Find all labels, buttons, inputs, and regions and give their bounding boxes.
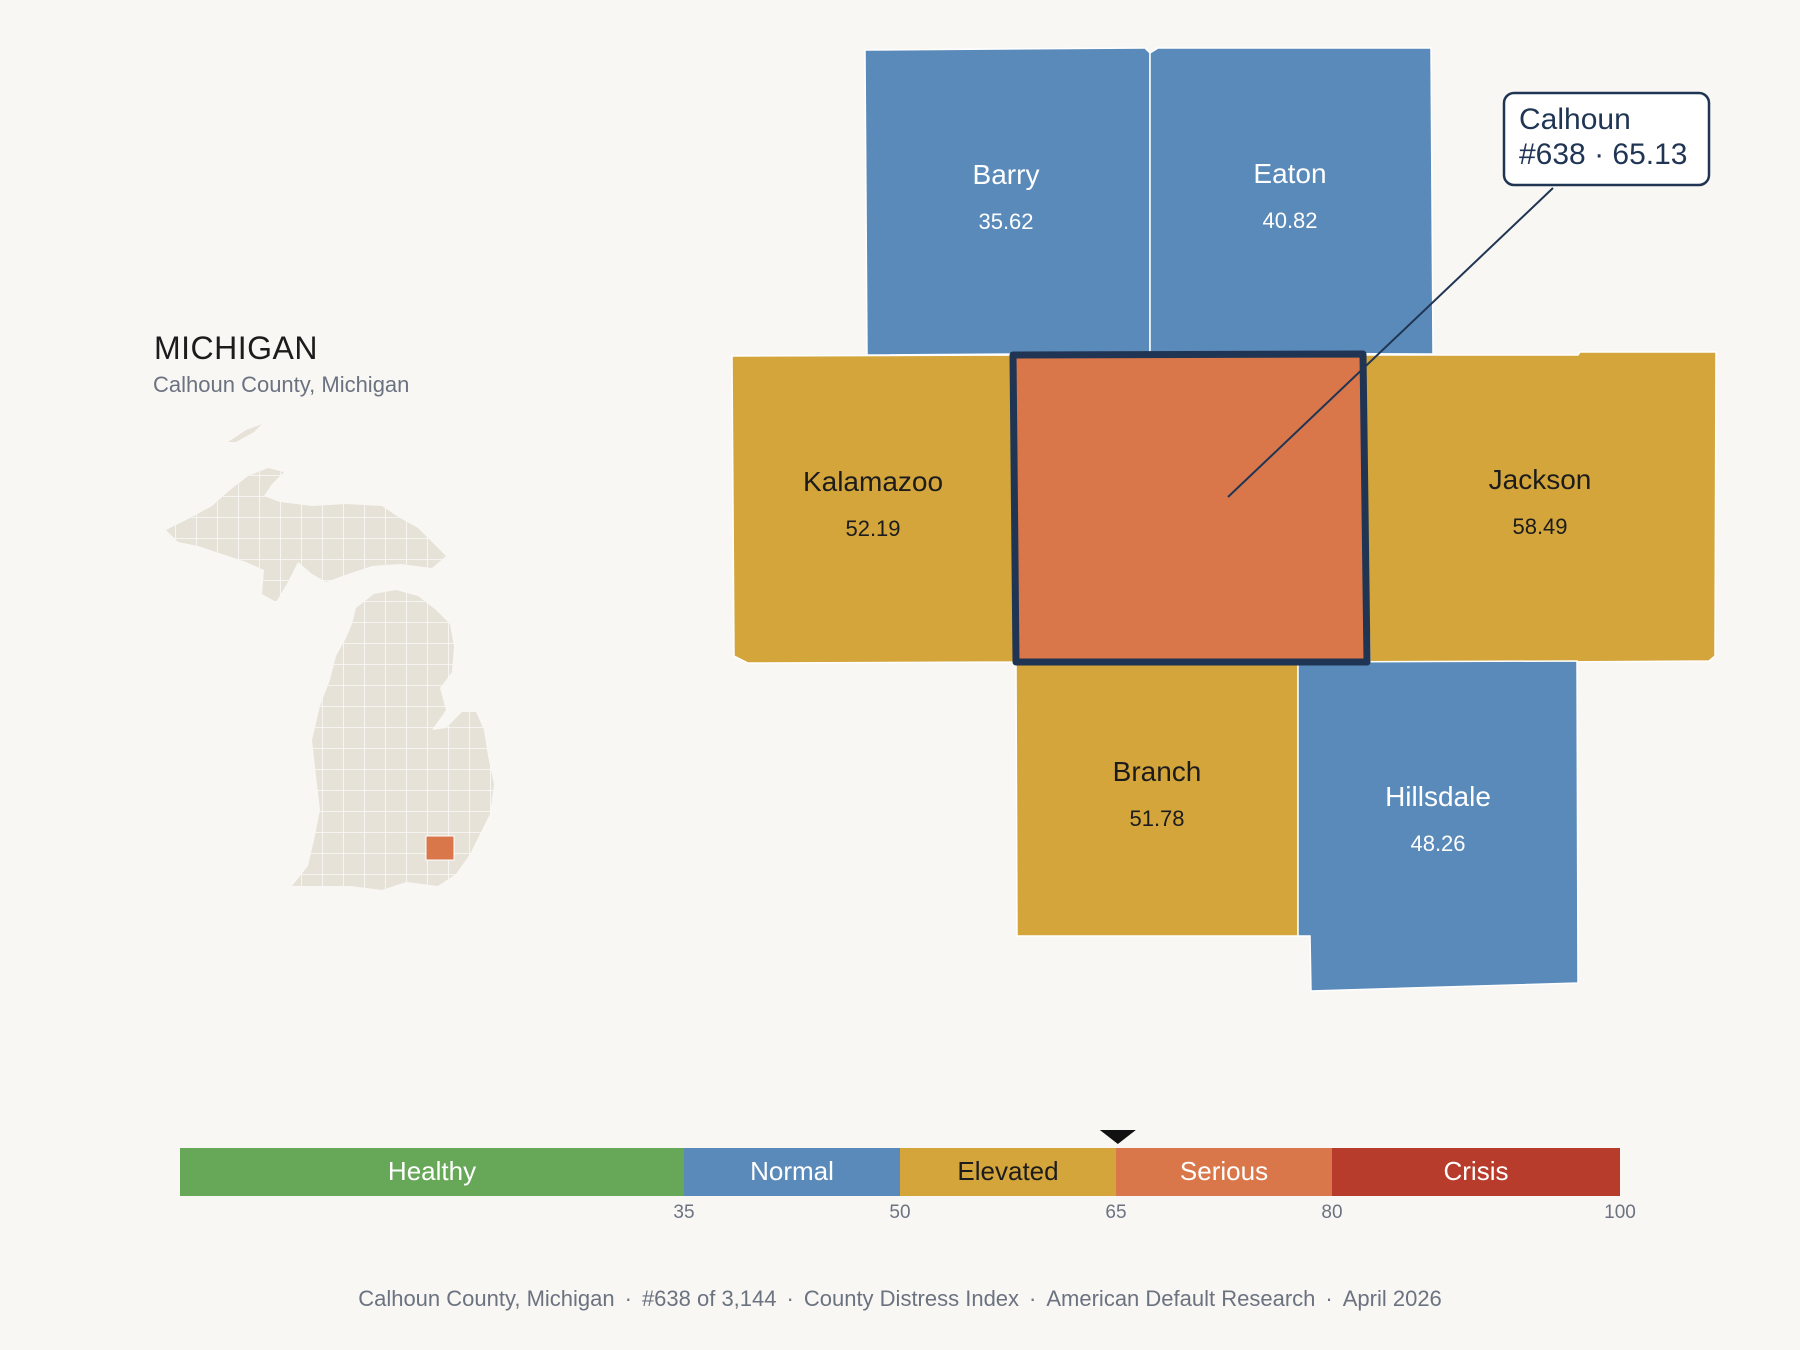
legend-label-crisis: Crisis	[1444, 1156, 1509, 1186]
callout-name: Calhoun	[1519, 103, 1631, 136]
county-jackson-name: Jackson	[1489, 464, 1592, 495]
county-branch-name: Branch	[1113, 756, 1202, 787]
county-eaton-name: Eaton	[1253, 158, 1326, 189]
locator-calhoun-highlight	[425, 835, 455, 861]
legend-label-normal: Normal	[750, 1156, 834, 1186]
county-branch[interactable]: Branch 51.78	[1015, 661, 1299, 937]
county-branch-score: 51.78	[1129, 806, 1184, 831]
county-subtitle: Calhoun County, Michigan	[153, 372, 410, 397]
callout-rank-score: #638 · 65.13	[1519, 138, 1687, 171]
county-kalamazoo[interactable]: Kalamazoo 52.19	[731, 354, 1017, 664]
county-kalamazoo-name: Kalamazoo	[803, 466, 943, 497]
footer-place: Calhoun County, Michigan	[358, 1286, 615, 1311]
footer-index: County Distress Index	[803, 1286, 1020, 1311]
footer-source: American Default Research	[1046, 1286, 1316, 1311]
county-eaton-score: 40.82	[1262, 208, 1317, 233]
county-hillsdale-name: Hillsdale	[1385, 781, 1491, 812]
legend-tick-50: 50	[889, 1202, 910, 1223]
legend-segment-serious	[1116, 1148, 1332, 1196]
state-title: MICHIGAN	[154, 330, 318, 366]
legend-label-elevated: Elevated	[957, 1156, 1058, 1186]
legend-tick-65: 65	[1105, 1202, 1126, 1223]
legend-tick-35: 35	[673, 1202, 694, 1223]
county-barry[interactable]: Barry 35.62	[864, 47, 1151, 356]
legend-segment-elevated	[900, 1148, 1116, 1196]
county-hillsdale-score: 48.26	[1410, 831, 1465, 856]
callout-box: Calhoun #638 · 65.13	[1502, 91, 1711, 187]
legend-tick-80: 80	[1321, 1202, 1342, 1223]
legend-label-healthy: Healthy	[388, 1156, 476, 1186]
county-kalamazoo-score: 52.19	[845, 516, 900, 541]
county-barry-score: 35.62	[978, 209, 1033, 234]
footer: Calhoun County, Michigan · #638 of 3,144 · C…	[358, 1286, 1442, 1311]
legend-marker	[1099, 1130, 1136, 1144]
county-barry-name: Barry	[973, 159, 1040, 190]
legend-segment-crisis	[1332, 1148, 1620, 1196]
county-hillsdale[interactable]: Hillsdale 48.26	[1297, 660, 1579, 992]
legend-scale: Healthy Normal Elevated Serious Crisis 35 50 65…	[180, 1130, 1636, 1223]
michigan-locator-map	[166, 424, 494, 890]
isle-royale-shape	[228, 424, 262, 442]
county-calhoun[interactable]	[1009, 350, 1371, 666]
county-jackson-score: 58.49	[1512, 514, 1567, 539]
footer-rank: #638 of 3,144	[641, 1286, 777, 1311]
legend-tick-100: 100	[1604, 1202, 1636, 1223]
legend-label-serious: Serious	[1180, 1156, 1268, 1186]
county-eaton[interactable]: Eaton 40.82	[1149, 47, 1434, 355]
footer-date: April 2026	[1342, 1286, 1442, 1311]
county-jackson[interactable]: Jackson 58.49	[1362, 351, 1717, 664]
legend-segment-healthy	[180, 1148, 684, 1196]
legend-segment-normal	[684, 1148, 900, 1196]
callout-leader-line	[1227, 187, 1554, 498]
